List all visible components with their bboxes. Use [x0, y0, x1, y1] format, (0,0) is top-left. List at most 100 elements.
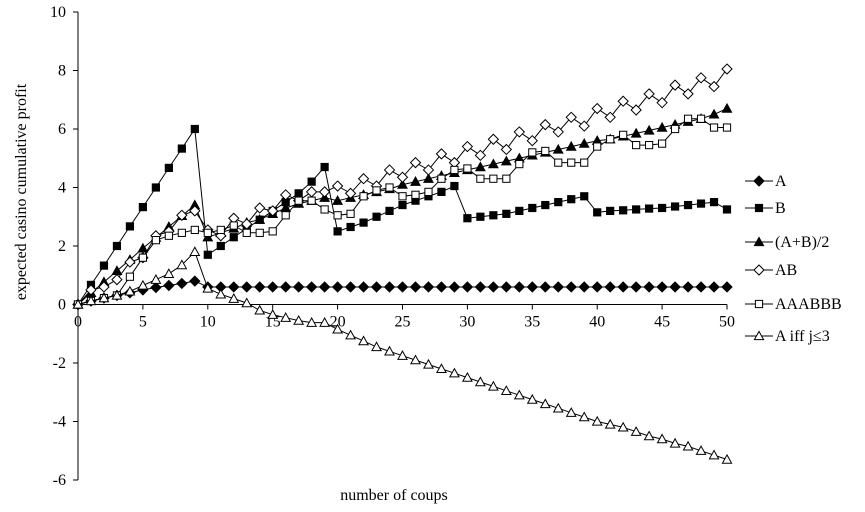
data-point: [112, 241, 122, 251]
x-tick-label: 25: [395, 314, 411, 331]
data-point: [359, 192, 368, 201]
y-tick-label: 4: [58, 180, 66, 197]
data-point: [254, 214, 266, 224]
data-point: [398, 192, 407, 201]
data-point: [333, 211, 342, 220]
data-point: [85, 295, 97, 306]
data-point: [437, 174, 446, 183]
data-point: [696, 114, 706, 123]
data-point: [528, 148, 537, 157]
legend-item: AAABBB: [745, 296, 842, 313]
series-line: [77, 118, 727, 305]
data-point: [372, 212, 381, 221]
data-point: [216, 241, 225, 251]
data-point: [552, 281, 564, 293]
data-point: [604, 281, 616, 293]
data-point: [189, 275, 201, 287]
data-point: [255, 228, 264, 237]
data-point: [617, 281, 629, 293]
legend-item: (A+B)/2: [745, 234, 829, 251]
data-point: [332, 323, 344, 334]
data-point: [565, 111, 577, 124]
data-point: [591, 102, 603, 115]
data-point: [98, 281, 110, 293]
data-point: [630, 281, 642, 293]
data-point: [580, 158, 589, 167]
data-point: [409, 156, 422, 169]
data-point: [683, 200, 693, 210]
data-point: [216, 225, 225, 235]
data-point: [670, 124, 680, 134]
data-point: [656, 121, 668, 132]
data-point: [254, 281, 266, 293]
data-point: [669, 281, 681, 293]
data-point: [372, 186, 381, 195]
data-point: [463, 214, 472, 223]
data-point: [552, 143, 564, 154]
data-point: [435, 281, 448, 293]
data-point: [670, 202, 680, 211]
data-point: [630, 127, 642, 138]
data-point: [111, 273, 123, 286]
data-point: [125, 222, 135, 231]
data-point: [450, 165, 459, 175]
data-point: [656, 433, 668, 444]
legend-marker: [753, 175, 765, 187]
data-point: [682, 88, 694, 100]
data-point: [630, 426, 642, 436]
data-point: [371, 341, 382, 352]
data-point: [515, 206, 524, 216]
y-tick-label: -2: [53, 355, 66, 372]
data-point: [151, 236, 160, 245]
data-point: [528, 203, 537, 213]
data-point: [606, 206, 615, 216]
data-point: [709, 123, 719, 132]
data-point: [658, 203, 667, 213]
data-point: [695, 281, 707, 293]
data-point: [526, 281, 539, 293]
data-point: [591, 415, 603, 426]
data-point: [554, 198, 563, 207]
data-point: [683, 114, 693, 123]
legend-item: A: [745, 173, 787, 190]
data-point: [695, 72, 707, 84]
data-point: [424, 187, 433, 196]
data-point: [318, 186, 331, 198]
legend-marker: [754, 203, 764, 213]
data-point: [539, 398, 551, 409]
data-point: [99, 261, 109, 270]
data-point: [241, 281, 253, 293]
data-point: [721, 281, 733, 293]
data-point: [461, 281, 474, 293]
data-point: [331, 180, 344, 192]
x-tick-label: 5: [139, 314, 147, 331]
data-point: [565, 281, 577, 293]
data-point: [346, 209, 355, 218]
data-point: [567, 195, 576, 204]
x-tick-label: 50: [719, 314, 735, 331]
data-point: [228, 293, 240, 303]
data-point: [385, 183, 394, 192]
series-line: [77, 127, 728, 305]
x-tick-label: 45: [654, 314, 670, 331]
legend: AB (A+B)/2 AB AAABBB A iff j≤3: [745, 173, 842, 345]
data-point: [617, 421, 629, 432]
data-point: [461, 140, 474, 153]
data-point: [487, 158, 499, 169]
data-point: [396, 281, 409, 293]
data-point: [151, 183, 160, 192]
data-point: [124, 285, 136, 296]
data-point: [578, 137, 590, 148]
series-layer: [72, 63, 733, 464]
data-point: [580, 192, 589, 201]
data-point: [541, 146, 550, 156]
data-point: [202, 282, 214, 293]
data-point: [593, 208, 602, 217]
data-point: [567, 158, 576, 167]
data-point: [500, 155, 512, 166]
legend-marker: [753, 236, 765, 247]
data-point: [489, 174, 498, 183]
data-point: [150, 274, 162, 284]
data-point: [383, 164, 396, 176]
